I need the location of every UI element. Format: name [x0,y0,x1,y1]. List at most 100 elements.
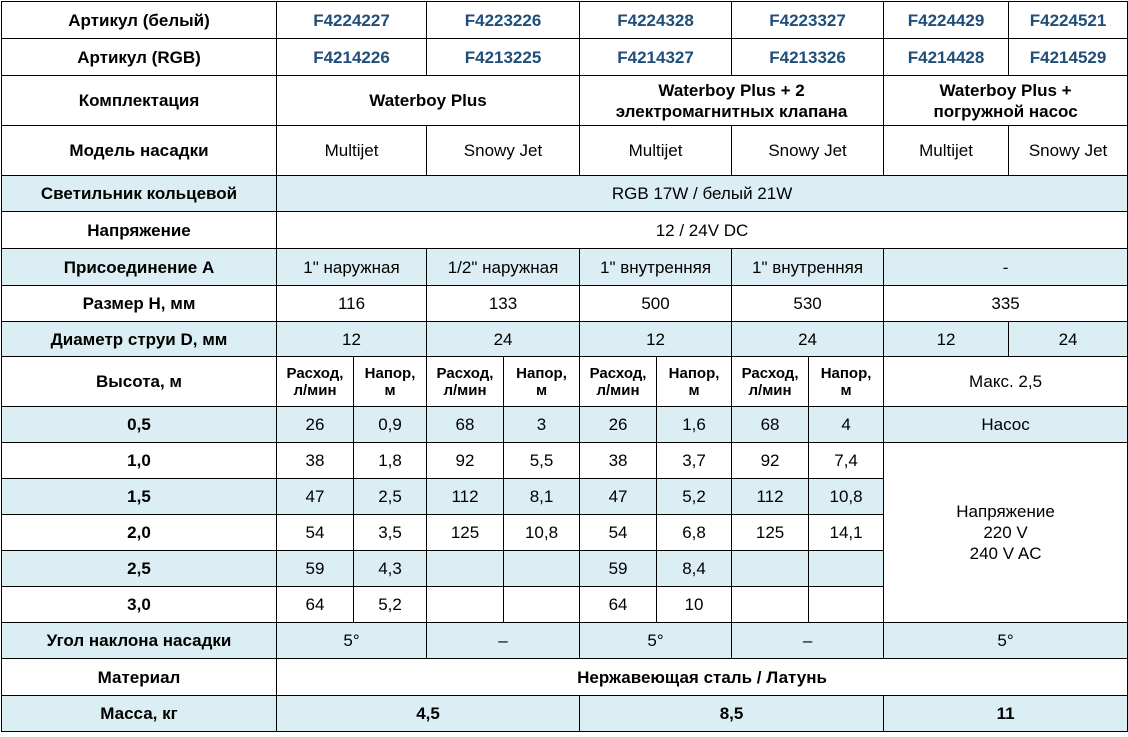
table-cell: 54 [276,514,354,551]
row-label: Артикул (белый) [1,1,277,39]
table-cell: 26 [579,406,658,443]
row-articul-white: Артикул (белый) F4224227 F4223226 F4224328 F… [1,1,1128,39]
table-cell: 1/2" наружная [426,248,581,286]
table-cell: Waterboy Plus + погружной насос [883,75,1128,126]
table-cell: 1" наружная [275,248,428,286]
table-cell: 10,8 [808,478,885,515]
table-cell: F4224521 [1008,1,1128,39]
table-cell: 92 [426,442,505,479]
table-cell: 500 [579,285,733,322]
table-cell: F4224429 [883,1,1010,39]
row-label: Масса, кг [1,695,277,732]
table-cell: Multijet [883,125,1010,176]
table-cell: 64 [276,586,354,623]
table-cell: 5° [579,622,733,659]
row-label: 3,0 [1,586,277,623]
row-connection: Присоединение A 1" наружная 1/2" наружная 1… [1,248,1128,286]
table-cell: 335 [883,285,1128,322]
table-cell: 112 [731,478,810,515]
table-cell: 10 [656,586,733,623]
table-cell: 116 [275,285,428,322]
table-cell: 3 [503,406,581,443]
table-cell: 5° [275,622,428,659]
table-cell: 8,5 [579,695,885,732]
row-label: Угол наклона насадки [1,622,277,659]
table-cell: Напор, м [503,356,581,407]
row-angle: Угол наклона насадки 5° –5° –5° [1,622,1128,659]
table-cell: F4213225 [426,38,581,76]
row-label: Размер H, мм [1,285,277,322]
table-cell: 26 [276,406,354,443]
table-cell: 2,5 [352,478,428,515]
table-cell: 24 [1008,321,1128,357]
table-cell: F4214428 [883,38,1010,76]
table-cell: Расход, л/мин [579,356,658,407]
table-cell: 12 [883,321,1010,357]
table-cell: Waterboy Plus [275,75,581,126]
row-label: Комплектация [1,75,277,126]
table-cell: 11 [883,695,1128,732]
table-cell: Нержавеющая сталь / Латунь [275,658,1128,696]
row-label: Светильник кольцевой [1,175,277,212]
table-cell: Расход, л/мин [731,356,810,407]
table-cell: 530 [731,285,885,322]
table-cell: 12 [579,321,733,357]
table-cell: F4224227 [275,1,428,39]
table-cell: 4,5 [275,695,581,732]
table-cell: 59 [276,550,354,587]
table-cell: 3,7 [656,442,733,479]
table-cell: Напор, м [808,356,885,407]
row-jet-d: Диаметр струи D, мм 12 24 12 24 12 24 [1,321,1128,357]
table-cell: 1,6 [656,406,733,443]
table-cell: 4 [808,406,885,443]
row-label: 2,0 [1,514,277,551]
table-cell: 38 [276,442,354,479]
table-cell: Напряжение 220 V 240 V AC [883,442,1128,623]
table-cell: F4223226 [426,1,581,39]
table-cell [808,550,885,587]
table-cell: 54 [579,514,658,551]
table-cell: Макс. 2,5 [883,356,1128,407]
row-material: Материал Нержавеющая сталь / Латунь [1,658,1128,696]
table-cell: Насос [883,406,1128,443]
table-cell: 64 [579,586,658,623]
table-cell: 68 [731,406,810,443]
table-cell: Multijet [579,125,733,176]
table-cell: – [426,622,581,659]
table-cell [503,586,581,623]
table-cell: 6,8 [656,514,733,551]
table-cell: 125 [426,514,505,551]
row-label: Модель насадки [1,125,277,176]
table-cell: 68 [426,406,505,443]
table-cell: – [731,622,885,659]
row-flow: 2,5 59 4,3 59 8,4 [1,550,1128,587]
table-cell: 47 [579,478,658,515]
row-label: Присоединение A [1,248,277,286]
row-nozzle: Модель насадки Multijet Snowy Jet Multijet S… [1,125,1128,176]
table-cell: 7,4 [808,442,885,479]
table-cell: 8,1 [503,478,581,515]
table-cell: Расход, л/мин [426,356,505,407]
table-cell: Напор, м [656,356,733,407]
table-cell: 59 [579,550,658,587]
table-cell: 14,1 [808,514,885,551]
row-articul-rgb: Артикул (RGB) F4214226 F4213225 F4214327 F42… [1,38,1128,76]
row-label: Напряжение [1,211,277,249]
row-label: 1,0 [1,442,277,479]
row-flow: 0,5 26 0,9 68 3 26 1,6 68 4 Насос [1,406,1128,443]
row-flow: 1,5 47 2,5 112 8,1 47 5,2 112 10,8 [1,478,1128,515]
row-label: Высота, м [1,356,277,407]
table-cell: 5,2 [656,478,733,515]
table-cell: Waterboy Plus + 2 электромагнитных клапа… [579,75,885,126]
table-cell: 24 [426,321,581,357]
table-cell: 10,8 [503,514,581,551]
table-cell: 112 [426,478,505,515]
table-cell: 92 [731,442,810,479]
table-cell: 1" внутренняя [731,248,885,286]
row-label: Материал [1,658,277,696]
row-label: 0,5 [1,406,277,443]
table-cell: Snowy Jet [731,125,885,176]
row-voltage: Напряжение 12 / 24V DC [1,211,1128,249]
table-cell: - [883,248,1128,286]
